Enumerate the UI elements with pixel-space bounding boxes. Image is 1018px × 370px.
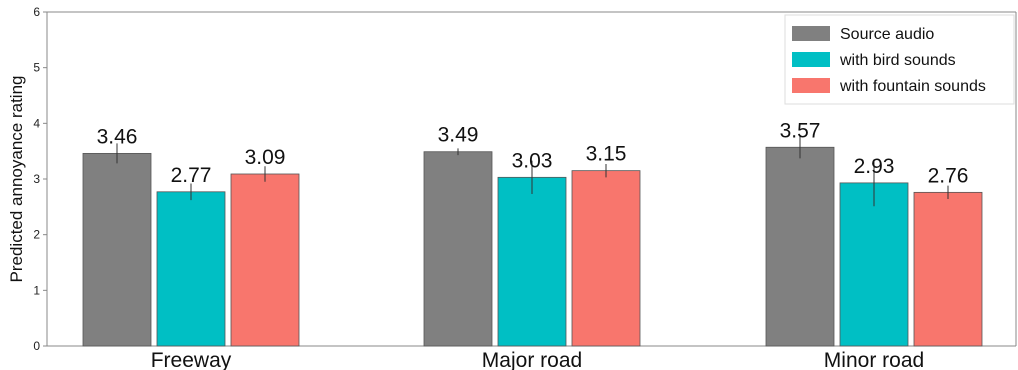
bar — [497, 176, 567, 347]
x-tick-label: Major road — [482, 349, 582, 370]
x-tick-label: Freeway — [151, 349, 232, 370]
bar — [423, 151, 493, 347]
y-tick-label: 5 — [33, 61, 40, 75]
bar — [82, 152, 152, 347]
bar — [839, 182, 909, 347]
legend-swatch — [792, 78, 830, 93]
legend-label: with bird sounds — [839, 52, 956, 69]
y-axis-label: Predicted annoyance rating — [7, 76, 26, 283]
data-label: 3.15 — [586, 143, 627, 166]
data-label: 2.77 — [171, 164, 212, 187]
y-tick-label: 1 — [33, 283, 40, 297]
x-tick-label: Minor road — [824, 349, 924, 370]
bar — [571, 170, 641, 347]
bars — [82, 136, 983, 347]
bar — [765, 146, 835, 347]
y-tick-label: 4 — [33, 116, 40, 130]
y-tick-label: 3 — [33, 172, 40, 186]
data-label: 3.46 — [97, 125, 138, 148]
y-tick-label: 2 — [33, 228, 40, 242]
legend: Source audio with bird sounds with fountai… — [784, 14, 1015, 105]
data-label: 2.76 — [928, 164, 969, 187]
legend-swatch — [792, 52, 830, 67]
legend-swatch — [792, 26, 830, 41]
y-tick-label: 0 — [33, 339, 40, 353]
bar — [156, 191, 226, 347]
data-label: 2.93 — [854, 155, 895, 178]
data-label: 3.03 — [512, 149, 553, 172]
value-labels: 3.46 2.77 3.09 3.49 3.03 3.15 3.57 2.93 2.76 — [97, 119, 969, 187]
bar — [913, 191, 983, 347]
y-tick-label: 6 — [33, 5, 40, 19]
data-label: 3.49 — [438, 124, 479, 147]
bar — [230, 173, 300, 347]
data-label: 3.57 — [780, 119, 821, 142]
data-label: 3.09 — [245, 146, 286, 169]
legend-label: with fountain sounds — [839, 78, 986, 95]
legend-label: Source audio — [840, 26, 934, 43]
